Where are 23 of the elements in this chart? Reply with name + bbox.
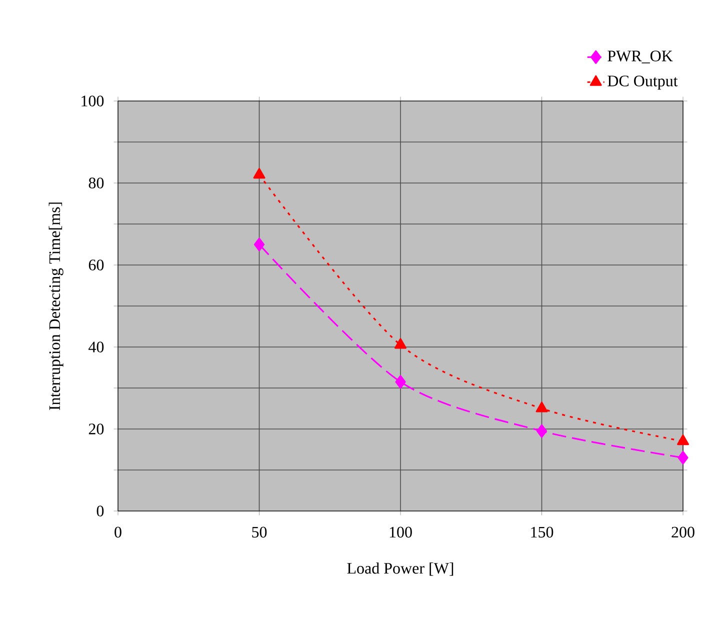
point bbox=[536, 424, 548, 438]
y-tick-label: 0 bbox=[96, 506, 104, 516]
y-tick-label: 60 bbox=[88, 260, 104, 270]
y-tick-label: 80 bbox=[88, 178, 104, 188]
y-tick-label: 40 bbox=[88, 342, 104, 352]
point bbox=[677, 434, 690, 446]
legend-label: DC Output bbox=[608, 76, 678, 90]
x-tick-label: 150 bbox=[531, 526, 554, 538]
point bbox=[536, 402, 548, 412]
x-tick-label: 100 bbox=[390, 526, 412, 538]
x-tick-label: 200 bbox=[672, 526, 694, 538]
point bbox=[254, 238, 265, 252]
x-tick-label: 50 bbox=[252, 526, 267, 538]
x-axis-title: Load Power [W] bbox=[347, 562, 454, 576]
y-axis-title: Interruption Detecting Time[ms] bbox=[48, 202, 64, 410]
y-tick-label: 100 bbox=[82, 96, 104, 106]
legend-label: PWR_OK bbox=[608, 50, 673, 64]
point bbox=[678, 450, 688, 464]
y-tick-label: 20 bbox=[88, 424, 104, 434]
x-tick-label: 0 bbox=[114, 526, 122, 538]
point bbox=[253, 168, 266, 179]
point bbox=[394, 338, 406, 349]
point bbox=[395, 375, 406, 389]
